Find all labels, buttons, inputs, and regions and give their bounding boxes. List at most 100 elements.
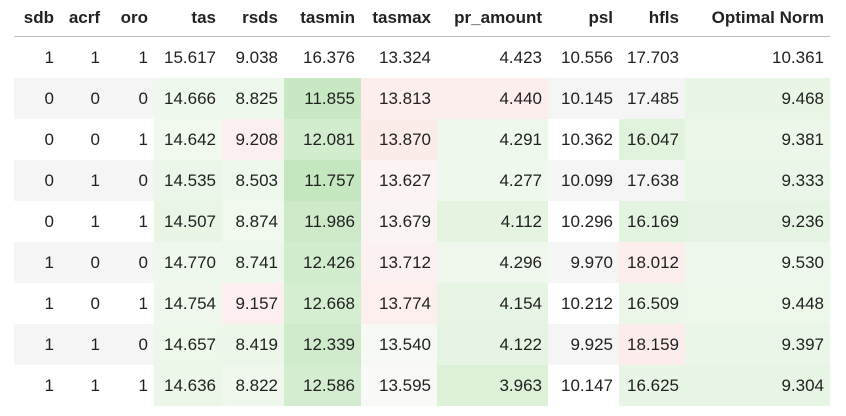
cell-tas: 14.636 [154,365,222,406]
cell-optimal-norm: 9.304 [685,365,830,406]
cell-psl: 10.099 [548,160,619,201]
cell-oro: 1 [106,365,154,406]
cell-optimal-norm: 9.448 [685,283,830,324]
cell-tas: 14.666 [154,78,222,119]
cell-sdb: 1 [14,283,60,324]
cell-tas: 14.535 [154,160,222,201]
cell-tasmax: 13.813 [361,78,437,119]
cell-psl: 10.145 [548,78,619,119]
table-row: 1 1 1 14.636 8.822 12.586 13.595 3.963 10.147 16.… [14,365,830,406]
cell-tasmax: 13.324 [361,36,437,78]
cell-psl: 10.296 [548,201,619,242]
cell-optimal-norm: 9.468 [685,78,830,119]
cell-optimal-norm: 9.530 [685,242,830,283]
column-header-tasmax: tasmax [361,0,437,37]
cell-tas: 14.657 [154,324,222,365]
cell-oro: 1 [106,201,154,242]
cell-oro: 1 [106,119,154,160]
cell-tasmax: 13.595 [361,365,437,406]
cell-hfls: 16.509 [619,283,685,324]
cell-oro: 0 [106,160,154,201]
results-table-container: sdb acrf oro tas rsds tasmin tasmax pr_a… [14,0,830,406]
column-header-oro: oro [106,0,154,37]
column-header-rsds: rsds [222,0,284,37]
cell-acrf: 0 [60,78,106,119]
cell-pr-amount: 4.112 [437,201,548,242]
cell-acrf: 1 [60,201,106,242]
table-row: 1 1 0 14.657 8.419 12.339 13.540 4.122 9.925 18.1… [14,324,830,365]
column-header-hfls: hfls [619,0,685,37]
cell-tasmin: 16.376 [284,36,361,78]
cell-optimal-norm: 10.361 [685,36,830,78]
cell-tasmax: 13.679 [361,201,437,242]
cell-pr-amount: 4.154 [437,283,548,324]
column-header-tasmin: tasmin [284,0,361,37]
cell-hfls: 18.012 [619,242,685,283]
cell-tasmin: 12.081 [284,119,361,160]
cell-tasmin: 12.339 [284,324,361,365]
cell-sdb: 0 [14,160,60,201]
cell-optimal-norm: 9.397 [685,324,830,365]
cell-hfls: 16.047 [619,119,685,160]
column-header-acrf: acrf [60,0,106,37]
cell-acrf: 1 [60,160,106,201]
cell-hfls: 18.159 [619,324,685,365]
cell-rsds: 8.419 [222,324,284,365]
cell-psl: 10.362 [548,119,619,160]
cell-sdb: 0 [14,119,60,160]
table-row: 1 0 1 14.754 9.157 12.668 13.774 4.154 10.212 16.… [14,283,830,324]
cell-tas: 14.754 [154,283,222,324]
results-table: sdb acrf oro tas rsds tasmin tasmax pr_a… [14,0,830,406]
cell-tasmax: 13.627 [361,160,437,201]
table-body: 1 1 1 15.617 9.038 16.376 13.324 4.423 10.556 17.… [14,36,830,406]
column-header-optimal-norm: Optimal Norm [685,0,830,37]
cell-tasmin: 11.757 [284,160,361,201]
cell-hfls: 17.703 [619,36,685,78]
cell-rsds: 8.874 [222,201,284,242]
cell-psl: 9.925 [548,324,619,365]
column-header-psl: psl [548,0,619,37]
table-row: 0 1 1 14.507 8.874 11.986 13.679 4.112 10.296 16.… [14,201,830,242]
cell-hfls: 17.638 [619,160,685,201]
cell-hfls: 17.485 [619,78,685,119]
table-row: 0 0 1 14.642 9.208 12.081 13.870 4.291 10.362 16.… [14,119,830,160]
cell-sdb: 1 [14,36,60,78]
cell-optimal-norm: 9.236 [685,201,830,242]
cell-sdb: 1 [14,242,60,283]
cell-oro: 0 [106,324,154,365]
cell-psl: 10.212 [548,283,619,324]
table-row: 0 0 0 14.666 8.825 11.855 13.813 4.440 10.145 17.… [14,78,830,119]
header-row: sdb acrf oro tas rsds tasmin tasmax pr_a… [14,0,830,37]
cell-tasmin: 11.855 [284,78,361,119]
cell-rsds: 8.822 [222,365,284,406]
cell-oro: 0 [106,242,154,283]
cell-oro: 1 [106,283,154,324]
cell-tas: 14.642 [154,119,222,160]
table-row: 1 0 0 14.770 8.741 12.426 13.712 4.296 9.970 18.0… [14,242,830,283]
cell-acrf: 1 [60,36,106,78]
cell-tasmax: 13.774 [361,283,437,324]
cell-psl: 10.556 [548,36,619,78]
cell-tasmin: 12.426 [284,242,361,283]
column-header-tas: tas [154,0,222,37]
cell-pr-amount: 4.277 [437,160,548,201]
cell-pr-amount: 4.296 [437,242,548,283]
cell-sdb: 0 [14,201,60,242]
cell-rsds: 9.208 [222,119,284,160]
cell-rsds: 8.503 [222,160,284,201]
cell-acrf: 1 [60,365,106,406]
cell-rsds: 8.825 [222,78,284,119]
cell-tasmax: 13.870 [361,119,437,160]
cell-pr-amount: 3.963 [437,365,548,406]
cell-psl: 10.147 [548,365,619,406]
cell-tas: 14.770 [154,242,222,283]
cell-rsds: 8.741 [222,242,284,283]
table-row: 0 1 0 14.535 8.503 11.757 13.627 4.277 10.099 17.… [14,160,830,201]
cell-sdb: 0 [14,78,60,119]
cell-acrf: 1 [60,324,106,365]
cell-tasmax: 13.712 [361,242,437,283]
cell-pr-amount: 4.423 [437,36,548,78]
table-row: 1 1 1 15.617 9.038 16.376 13.324 4.423 10.556 17.… [14,36,830,78]
cell-tasmin: 11.986 [284,201,361,242]
cell-oro: 0 [106,78,154,119]
